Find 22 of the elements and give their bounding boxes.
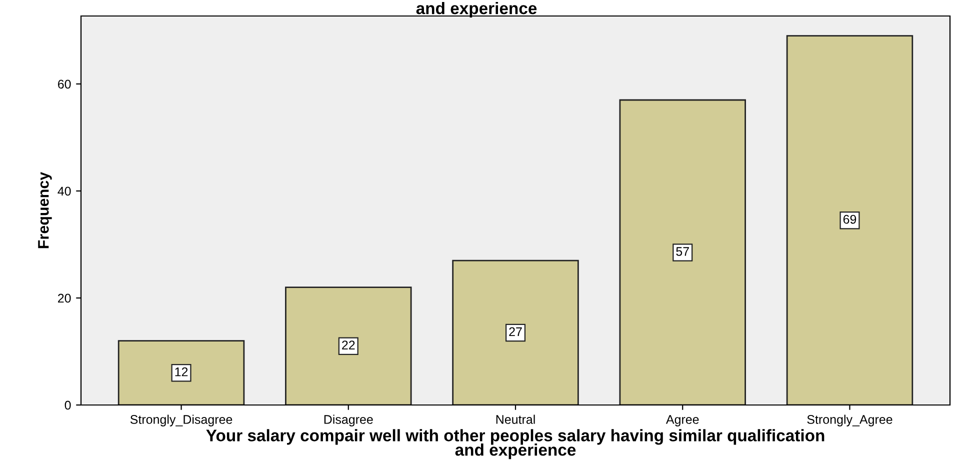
bar <box>118 340 245 405</box>
data-label: 12 <box>175 367 188 376</box>
x-tick-label: Strongly_Agree <box>807 414 892 426</box>
bar <box>619 99 746 405</box>
data-label: 57 <box>676 247 689 256</box>
x-axis-title: Your salary compair well with other peoples salary having similar qualification and experience <box>206 429 824 460</box>
y-tick-label: 60 <box>58 80 71 89</box>
y-tick-label: 40 <box>58 186 71 196</box>
y-axis-title: Frequency <box>38 172 52 248</box>
y-tick-label: 20 <box>58 294 71 303</box>
y-tick-label: 0 <box>64 400 71 410</box>
data-label: 27 <box>509 327 522 336</box>
x-tick-label: Strongly_Disagree <box>130 414 232 426</box>
bar <box>786 35 914 405</box>
bar <box>452 260 579 405</box>
data-label: 22 <box>342 340 355 350</box>
x-tick-label: Agree <box>666 415 699 426</box>
bar <box>285 286 412 405</box>
data-label: 69 <box>843 214 856 224</box>
chart-title: and experience <box>416 2 537 18</box>
x-tick-label: Disagree <box>324 414 373 426</box>
x-tick-label: Neutral <box>496 414 535 424</box>
